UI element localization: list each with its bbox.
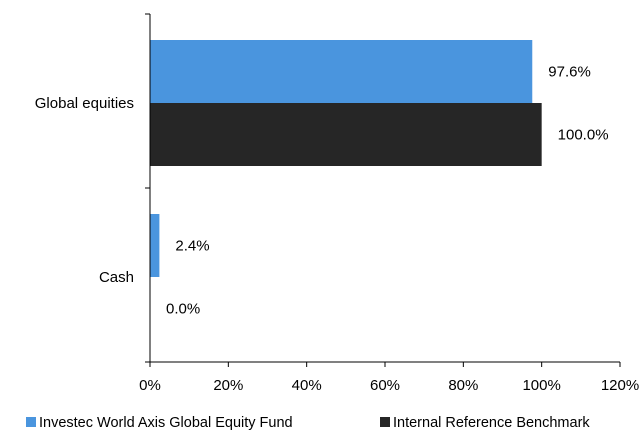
legend-label: Internal Reference Benchmark: [393, 415, 590, 431]
bar-benchmark: [150, 103, 542, 166]
data-label: 0.0%: [166, 301, 200, 318]
x-axis-tick-label: 60%: [370, 377, 400, 394]
y-axis-category-label: Global equities: [35, 95, 134, 112]
y-axis-category-label: Cash: [99, 269, 134, 286]
bars-layer: [150, 40, 542, 277]
bar-fund: [150, 40, 533, 103]
x-axis-tick-label: 80%: [448, 377, 478, 394]
data-labels-layer: 97.6% 100.0% 2.4% 0.0%: [166, 64, 609, 318]
y-axis-labels: Global equities Cash: [35, 13, 150, 363]
x-axis-ticks: 0% 20% 40% 60% 80% 100% 120%: [139, 362, 639, 394]
data-label: 2.4%: [175, 238, 209, 255]
x-axis-tick-label: 100%: [522, 377, 560, 394]
legend-swatch: [26, 417, 36, 427]
x-axis-tick-label: 0%: [139, 377, 161, 394]
legend-swatch: [380, 417, 390, 427]
bar-fund: [150, 214, 160, 277]
data-label: 100.0%: [558, 127, 609, 144]
legend-label: Investec World Axis Global Equity Fund: [39, 415, 293, 431]
legend: Investec World Axis Global Equity Fund In…: [26, 415, 590, 431]
x-axis-tick-label: 40%: [292, 377, 322, 394]
x-axis-tick-label: 120%: [601, 377, 639, 394]
data-label: 97.6%: [548, 64, 591, 81]
x-axis-tick-label: 20%: [213, 377, 243, 394]
